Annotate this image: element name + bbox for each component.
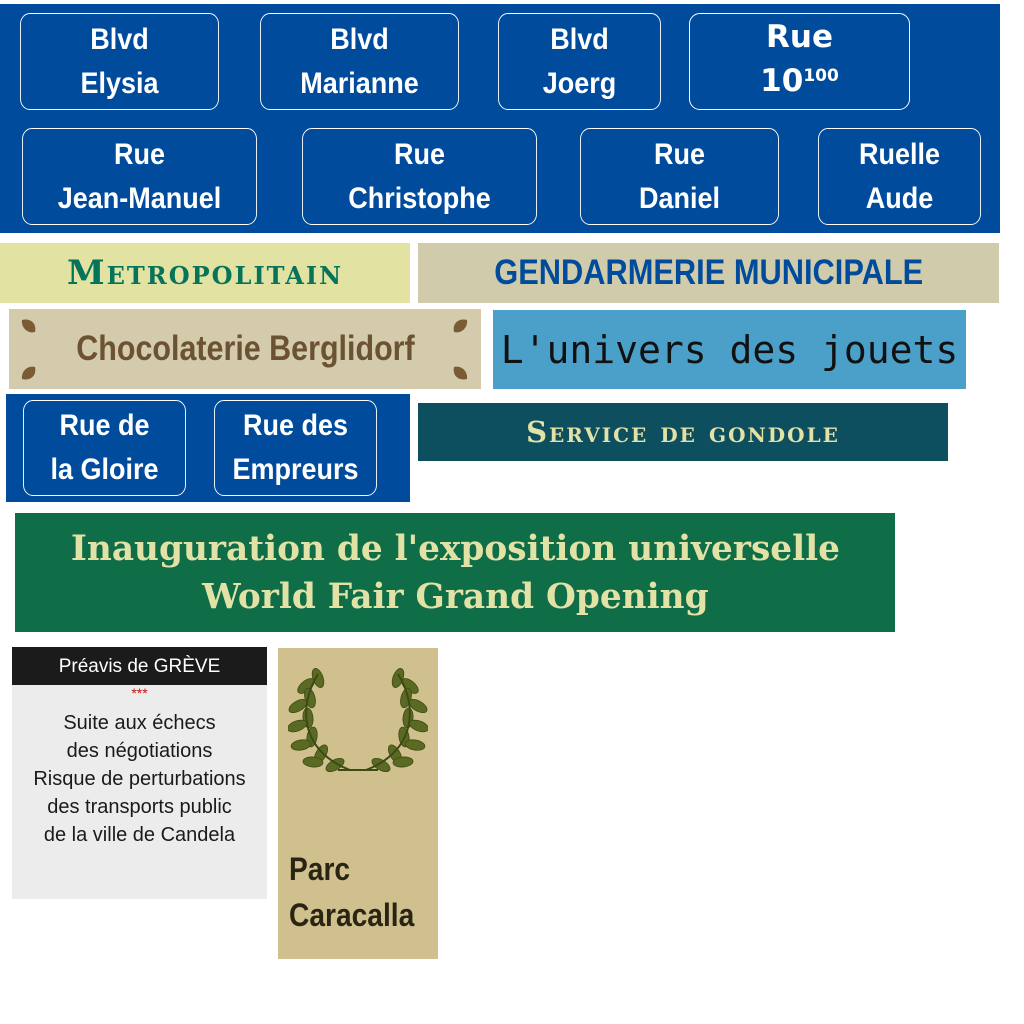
metropolitain-text: Metropolitain — [66, 253, 344, 293]
strike-notice: Préavis de GRÈVE *** Suite aux échecs de… — [12, 647, 267, 899]
street-sign-line1: Rue — [113, 137, 166, 171]
street-sign-line1: Rue — [393, 137, 446, 171]
strike-notice-body: Suite aux échecs des négotiations Risque… — [12, 703, 267, 849]
park-name: Parc Caracalla — [289, 846, 431, 938]
street-sign-line1: Blvd — [90, 22, 149, 56]
street-sign-blvd-marianne: Blvd Marianne — [260, 13, 459, 110]
street-sign-line1: Rue — [653, 137, 706, 171]
leaf-ornament-icon — [453, 366, 468, 380]
gendarmerie-text: GENDARMERIE MUNICIPALE — [494, 253, 923, 292]
jouets-text: L'univers des jouets — [500, 327, 959, 372]
street-sign-ruelle-aude: Ruelle Aude — [818, 128, 981, 225]
chocolaterie-banner: Chocolaterie Berglidorf — [9, 309, 481, 389]
street-sign-exponent: 100 — [803, 66, 839, 86]
jouets-banner: L'univers des jouets — [493, 310, 966, 389]
street-sign-rue-daniel: Rue Daniel — [580, 128, 779, 225]
street-sign-number: 10 — [760, 63, 804, 99]
gendarmerie-banner: GENDARMERIE MUNICIPALE — [418, 243, 999, 303]
strike-notice-header: Préavis de GRÈVE — [12, 647, 267, 685]
gondole-text: Service de gondole — [526, 415, 840, 449]
metropolitain-banner: Metropolitain — [0, 243, 410, 303]
street-sign-line1: Rue — [766, 19, 833, 55]
park-name-line1: Parc — [289, 851, 351, 887]
strike-notice-line: Suite aux échecs — [63, 712, 216, 734]
street-sign-line1: Rue des — [242, 409, 349, 442]
chocolaterie-text: Chocolaterie Berglidorf — [75, 329, 415, 368]
street-sign-line2: Christophe — [348, 181, 491, 215]
street-sign-line2: 10100 — [760, 59, 839, 108]
leaf-ornament-icon — [21, 319, 36, 333]
street-sign-line2: Empreurs — [232, 453, 359, 486]
laurel-wreath-icon — [288, 668, 428, 773]
street-sign-line2: Elysia — [80, 66, 159, 100]
leaf-ornament-icon — [21, 366, 36, 380]
street-sign-rue-jean-manuel: Rue Jean-Manuel — [22, 128, 257, 225]
street-sign-line2: la Gloire — [50, 453, 159, 486]
exposition-banner: Inauguration de l'exposition universelle… — [15, 513, 895, 632]
street-sign-line2: Jean-Manuel — [57, 181, 222, 215]
exposition-line1: Inauguration de l'exposition universelle — [70, 527, 840, 569]
strike-notice-separator: *** — [131, 685, 148, 701]
leaf-ornament-icon — [453, 319, 468, 333]
street-sign-line2: Aude — [865, 181, 934, 215]
exposition-line2: World Fair Grand Opening — [201, 575, 709, 617]
park-name-line2: Caracalla — [289, 897, 415, 933]
street-sign-rue-de-la-gloire: Rue de la Gloire — [23, 400, 186, 496]
strike-notice-line: Risque de perturbations — [33, 768, 246, 790]
strike-notice-line: des transports public — [47, 796, 232, 818]
street-sign-panel-small: Rue de la Gloire Rue des Empreurs — [6, 394, 410, 502]
street-sign-line1: Rue de — [59, 409, 150, 442]
street-sign-blvd-joerg: Blvd Joerg — [498, 13, 661, 110]
park-sign: Parc Caracalla — [278, 648, 438, 959]
gondole-banner: Service de gondole — [418, 403, 948, 461]
strike-notice-line: des négotiations — [66, 740, 213, 762]
street-sign-line1: Blvd — [550, 22, 609, 56]
street-sign-rue-10-100: Rue 10100 — [689, 13, 910, 110]
street-sign-blvd-elysia: Blvd Elysia — [20, 13, 219, 110]
street-sign-line1: Blvd — [330, 22, 389, 56]
street-sign-line2: Daniel — [638, 181, 721, 215]
street-sign-rue-des-empreurs: Rue des Empreurs — [214, 400, 377, 496]
street-sign-line1: Ruelle — [858, 137, 941, 171]
street-sign-rue-christophe: Rue Christophe — [302, 128, 537, 225]
strike-notice-line: de la ville de Candela — [43, 824, 236, 846]
street-sign-line2: Joerg — [542, 66, 617, 100]
street-sign-panel-top: Blvd Elysia Blvd Marianne Blvd Joerg Rue… — [0, 4, 1000, 233]
street-sign-line2: Marianne — [300, 66, 419, 100]
